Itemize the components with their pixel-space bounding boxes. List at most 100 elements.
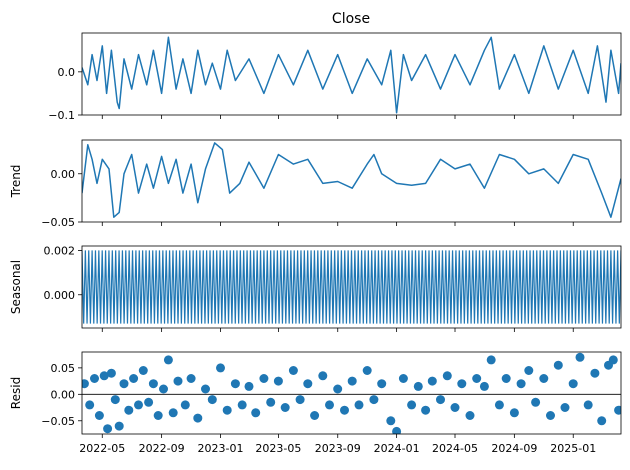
resid-point [560,403,570,412]
axes-frame [81,351,622,435]
resid-point [546,411,555,420]
resid-point [465,411,475,420]
resid-point [110,395,120,405]
y-tick-label: 0.05 [51,362,76,375]
chart-title: Close [332,11,370,27]
series-line [82,142,621,218]
resid-point [134,400,143,410]
resid-point [222,405,232,415]
resid-point [340,405,349,415]
resid-point [168,408,178,418]
resid-point [94,411,104,420]
x-tick-label: 2024-01 [374,442,420,455]
resid-point [251,408,261,418]
x-tick-label: 2023-01 [198,442,244,455]
resid-point [259,374,269,383]
resid-point [114,421,124,431]
resid-point [129,374,139,383]
series-group [82,352,621,434]
resid-point [85,400,95,410]
resid-point [163,355,173,365]
resid-point [398,374,408,383]
y-tick-label: −0.05 [41,216,75,229]
resid-point [392,426,402,434]
resid-point [494,400,504,410]
resid-point [180,400,190,410]
resid-point [159,384,168,394]
x-tick-label: 2022-09 [139,442,185,455]
resid-point [333,384,343,394]
resid-point [442,371,452,381]
resid-point [280,403,290,412]
resid-point [568,379,578,389]
resid-point [531,397,541,407]
resid-point [479,381,489,391]
y-tick-label: 0.00 [51,168,76,181]
resid-point [436,395,445,405]
resid-point [318,371,328,381]
resid-point [103,424,113,434]
y-tick-label: 0.000 [44,289,76,302]
resid-point [230,379,240,389]
resid-point [413,381,423,391]
resid-point [539,374,549,383]
resid-point [207,395,217,405]
resid-point [144,397,154,407]
resid-point [244,381,254,391]
resid-point [325,400,334,410]
resid-point [407,400,417,410]
resid-point [266,397,276,407]
axes-frame [81,245,622,329]
x-tick-label: 2022-05 [79,442,125,455]
resid-point [310,411,320,420]
resid-point [516,379,526,389]
series-group [82,36,621,114]
resid-point [273,376,283,386]
resid-point [295,395,305,405]
resid-point [237,400,247,410]
resid-point [148,379,158,389]
resid-point [509,408,519,418]
resid-point [450,403,460,412]
y-axis-label: Trend [9,165,23,199]
x-tick-label: 2024-05 [432,442,478,455]
resid-point [193,413,203,423]
resid-point [583,400,593,410]
x-tick-label: 2023-09 [315,442,361,455]
panel-seasonal: Seasonal 0.000 0.002 [9,244,622,332]
y-tick-label: −0.1 [48,109,75,122]
x-tick-label: 2025-01 [550,442,596,455]
resid-point [472,374,482,383]
panel-resid: Resid −0.05 0.00 0.05 2022-05 2022-09 2023-01 2… [9,351,622,455]
resid-point [119,379,129,389]
y-tick-label: 0.00 [51,388,76,401]
resid-point [82,379,89,389]
y-axis-label: Resid [9,377,23,409]
y-tick-label: 0.002 [44,244,76,257]
axes-frame [81,32,622,116]
resid-point [347,376,357,386]
resid-point [386,416,396,426]
resid-point [288,366,298,375]
y-tick-label: −0.05 [41,415,75,428]
series-line [82,36,621,114]
resid-point [303,379,313,389]
x-tick-label: 2023-05 [255,442,301,455]
resid-point [201,384,210,394]
resid-point [377,379,387,389]
resid-point [427,376,437,386]
resid-point [124,405,134,415]
series-group [82,142,621,218]
resid-point [186,374,196,383]
resid-point [421,405,431,415]
resid-point [614,405,621,415]
resid-point [173,376,183,386]
resid-point [138,366,148,375]
resid-point [590,368,600,378]
resid-point [99,371,109,381]
resid-point [362,366,372,375]
panel-observed: −0.1 0.0 [48,32,622,122]
resid-point [354,400,364,410]
resid-point [216,363,225,373]
x-tick-label: 2024-09 [491,442,537,455]
